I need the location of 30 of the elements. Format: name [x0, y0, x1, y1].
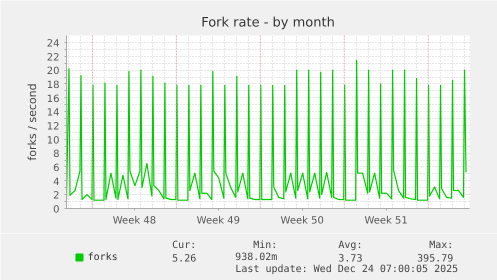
text: Cur: [172, 240, 196, 251]
y-tick-label: 8 [53, 149, 60, 160]
x-tick-label: Week 50 [280, 216, 324, 226]
y-tick-label: 22 [46, 52, 60, 64]
y-tick-label: 24 [46, 38, 60, 50]
text: Avg: [338, 240, 362, 251]
chart-title: Fork rate - by month [201, 16, 335, 30]
y-tick-label: 14 [46, 108, 60, 119]
y-tick-label: 4 [53, 176, 60, 188]
text: 3.73 [338, 254, 362, 264]
x-tick-label: Week 49 [196, 216, 240, 226]
y-tick-label: 18 [46, 80, 60, 91]
x-tick-label: Week 51 [364, 216, 408, 226]
y-tick-label: 12 [46, 121, 60, 132]
y-tick-label: 16 [46, 94, 60, 105]
y-tick-label: 0 [53, 204, 60, 216]
text: 395.79 [417, 254, 454, 264]
y-tick-label: 6 [53, 162, 60, 174]
text: 5.26 [172, 254, 196, 264]
x-tick-label: Week 48 [112, 216, 156, 226]
y-tick-label: 2 [53, 190, 60, 202]
y-tick-label: 20 [46, 66, 60, 78]
text: Max: [429, 240, 454, 251]
line-series [66, 60, 467, 201]
text: Last update: Wed Dec 24 07:00:05 2025 [235, 264, 458, 275]
y-axis-title: forks / second [26, 83, 39, 161]
legend-label: forks [88, 252, 118, 263]
text: 938.02m [235, 252, 278, 263]
text: Min: [253, 240, 278, 251]
y-tick-label: 10 [46, 135, 60, 146]
